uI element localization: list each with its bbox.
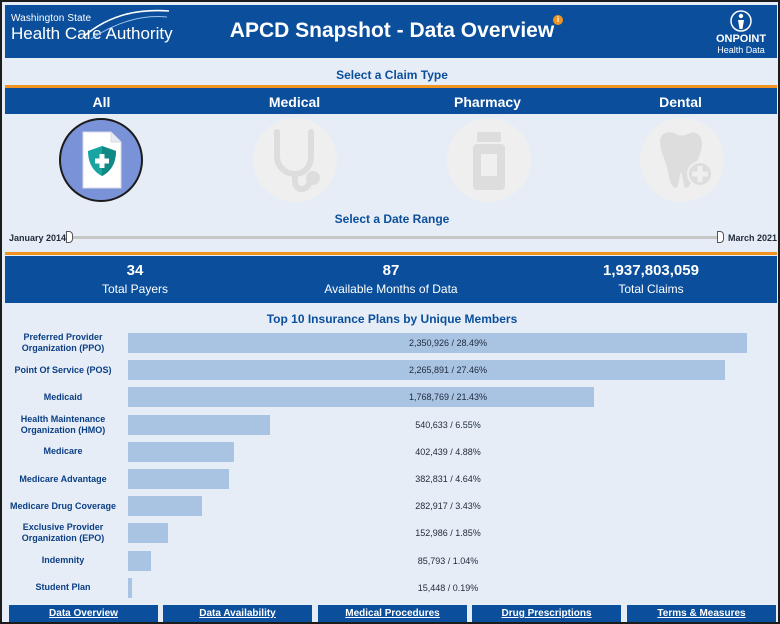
date-range-slider[interactable] [66,236,720,239]
onpoint-logo: ONPOINT Health Data [711,10,771,55]
stat-total-payers-value: 34 [126,262,144,279]
nav-terms-measures[interactable]: Terms & Measures [627,605,776,622]
shield-plus-document-icon [82,131,122,189]
orange-divider [5,85,777,88]
plan-value-label: 152,986 / 1.85% [415,528,481,539]
info-icon[interactable]: i [553,15,563,25]
plan-label: Student Plan [35,582,91,593]
onpoint-logo-line2: Health Data [717,45,765,55]
onpoint-logo-line1: ONPOINT [715,33,767,45]
stat-available-months-label: Available Months of Data [324,282,458,296]
hca-logo-line1: Washington State [11,13,92,24]
stat-total-claims-value: 1,937,803,059 [603,262,699,279]
stat-total-claims-label: Total Claims [618,282,684,296]
stethoscope-icon [274,129,320,192]
plan-bar[interactable] [128,414,271,435]
tab-pharmacy[interactable]: Pharmacy [454,94,521,110]
date-range-start: January 2014 [9,233,67,243]
plan-label: Indemnity [41,555,85,566]
plan-bar[interactable] [128,523,169,544]
tooth-plus-icon [660,132,713,188]
chart-title: Top 10 Insurance Plans by Unique Members [266,312,518,326]
plan-label: Preferred Provider Organization (PPO) [21,332,105,353]
plan-value-label: 282,917 / 3.43% [415,501,481,512]
date-range-start-handle[interactable] [66,231,73,243]
claim-type-tab-bar: All Medical Pharmacy Dental [5,88,777,114]
summary-stats-bar: 34 Total Payers 87 Available Months of D… [5,256,777,303]
plan-bar[interactable] [128,387,594,408]
claim-medical-button[interactable] [253,118,337,202]
plan-bar[interactable] [128,333,747,353]
tab-dental[interactable]: Dental [659,94,702,110]
plan-label: Exclusive Provider Organization (EPO) [21,522,105,544]
plan-label: Health Maintenance Organization (HMO) [20,413,106,435]
nav-data-availability[interactable]: Data Availability [163,605,312,622]
date-range-heading: Select a Date Range [334,212,450,226]
hca-logo-line2: Health Care Authority [11,24,173,43]
plan-value-label: 382,831 / 4.64% [415,474,481,484]
claim-all-button[interactable] [59,118,143,202]
plan-value-label: 402,439 / 4.88% [415,446,481,457]
stat-total-claims: 1,937,803,059 Total Claims [541,262,761,297]
tab-all[interactable]: All [92,94,111,110]
header-bar: Washington State Health Care Authority O… [5,5,777,58]
plan-label: Medicare [43,446,83,457]
tab-medical[interactable]: Medical [268,94,321,110]
plan-label: Medicare Drug Coverage [9,500,117,511]
onpoint-person-icon [730,10,752,32]
stat-total-payers-label: Total Payers [101,282,169,296]
date-range-end-handle[interactable] [717,231,724,243]
claim-type-heading: Select a Claim Type [336,68,448,82]
orange-divider [5,252,777,255]
plan-bar[interactable] [128,360,725,381]
plan-bar[interactable] [128,577,133,598]
plan-value-label: 1,768,769 / 21.43% [408,392,488,403]
nav-drug-prescriptions[interactable]: Drug Prescriptions [472,605,621,622]
stat-available-months: 87 Available Months of Data [281,262,501,297]
claim-dental-button[interactable] [640,118,724,202]
plan-value-label: 540,633 / 6.55% [415,419,481,430]
plan-bar[interactable] [128,496,203,517]
nav-medical-procedures[interactable]: Medical Procedures [318,605,467,622]
stat-total-payers: 34 Total Payers [25,262,245,297]
plan-bar[interactable] [128,550,151,571]
plan-label: Point Of Service (POS) [14,364,112,375]
plan-label: Medicaid [43,391,83,402]
hca-logo: Washington State Health Care Authority [11,9,173,44]
plan-value-label: 15,448 / 0.19% [417,582,479,593]
plan-value-label: 2,350,926 / 28.49% [408,338,488,348]
page-title: APCD Snapshot - Data Overview [229,19,555,42]
swoosh-icon [82,9,170,40]
nav-data-overview[interactable]: Data Overview [9,605,158,622]
plan-bar[interactable] [128,469,229,489]
plan-bar[interactable] [128,441,234,462]
plan-value-label: 2,265,891 / 27.46% [408,365,488,376]
plan-value-label: 85,793 / 1.04% [417,555,479,566]
stat-available-months-value: 87 [382,262,400,279]
plan-label: Medicare Advantage [19,473,107,484]
pill-bottle-icon [473,132,505,190]
date-range-end: March 2021 [728,233,778,243]
claim-pharmacy-button[interactable] [447,118,531,202]
